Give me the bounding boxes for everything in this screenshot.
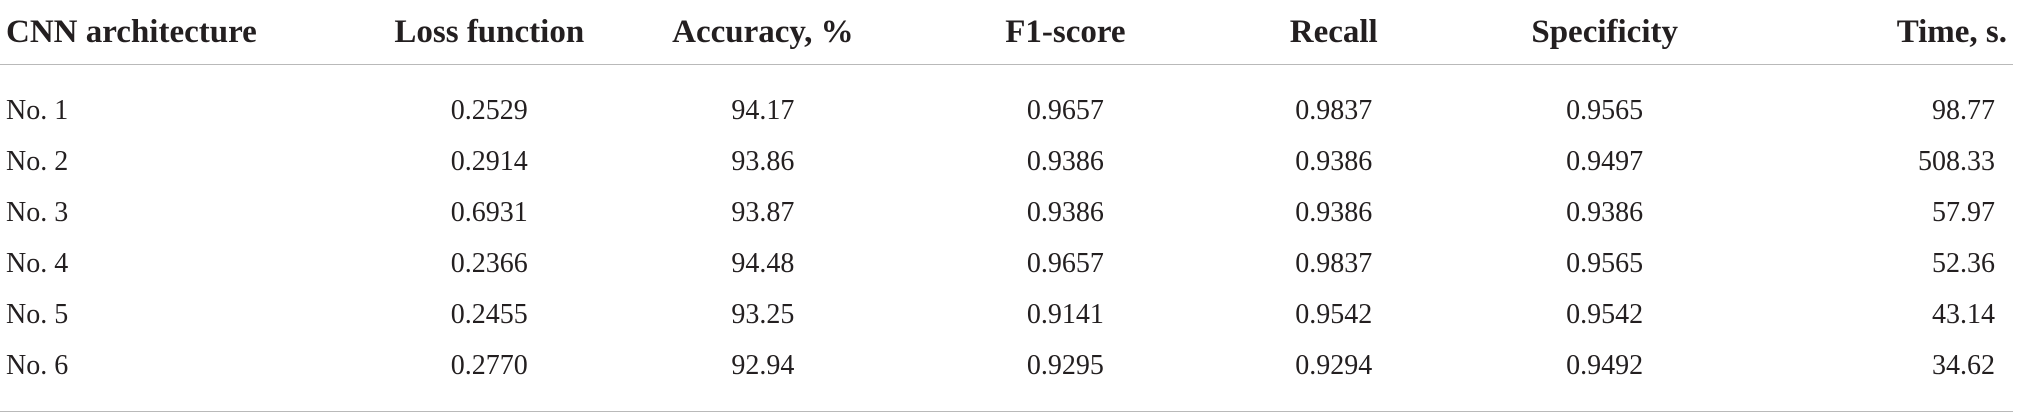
header-recall: Recall	[1215, 0, 1453, 65]
header-time: Time, s.	[1757, 0, 2013, 65]
table-row: No. 5 0.2455 93.25 0.9141 0.9542 0.9542 …	[0, 289, 2013, 340]
cell-specificity: 0.9565	[1566, 94, 1644, 126]
table-row: No. 3 0.6931 93.87 0.9386 0.9386 0.9386 …	[0, 187, 2013, 238]
cell-architecture: No. 3	[6, 196, 69, 228]
table-row: No. 6 0.2770 92.94 0.9295 0.9294 0.9492 …	[0, 340, 2013, 412]
cell-accuracy: 94.48	[731, 247, 795, 279]
cell-specificity: 0.9565	[1566, 247, 1644, 279]
table-row: No. 2 0.2914 93.86 0.9386 0.9386 0.9497 …	[0, 136, 2013, 187]
table-row: No. 4 0.2366 94.48 0.9657 0.9837 0.9565 …	[0, 238, 2013, 289]
header-loss-function: Loss function	[368, 0, 611, 65]
cell-time: 508.33	[1918, 145, 1995, 177]
cell-time: 98.77	[1932, 94, 1995, 126]
cell-recall: 0.9386	[1295, 196, 1373, 228]
table-row: No. 1 0.2529 94.17 0.9657 0.9837 0.9565 …	[0, 65, 2013, 137]
cell-f1-score: 0.9386	[1026, 196, 1104, 228]
cell-time: 57.97	[1932, 196, 1995, 228]
cell-accuracy: 93.87	[731, 196, 795, 228]
cell-f1-score: 0.9141	[1026, 298, 1104, 330]
cell-f1-score: 0.9295	[915, 340, 1216, 412]
cell-accuracy: 92.94	[610, 340, 916, 412]
cell-loss: 0.2455	[450, 298, 528, 330]
cell-time: 52.36	[1932, 247, 1995, 279]
cell-recall: 0.9837	[1295, 247, 1373, 279]
header-specificity: Specificity	[1452, 0, 1758, 65]
cell-time: 43.14	[1932, 298, 1995, 330]
cell-specificity: 0.9542	[1566, 298, 1644, 330]
cell-architecture: No. 2	[6, 145, 69, 177]
cell-f1-score: 0.9657	[1026, 247, 1104, 279]
cell-architecture: No. 1	[6, 94, 69, 126]
cell-accuracy: 93.25	[731, 298, 795, 330]
table-header: CNN architecture Loss function Accuracy,…	[0, 0, 2013, 65]
header-row: CNN architecture Loss function Accuracy,…	[0, 0, 2013, 65]
cell-accuracy: 93.86	[731, 145, 795, 177]
cell-time: 34.62	[1757, 340, 2013, 412]
cell-architecture: No. 5	[6, 298, 69, 330]
cell-loss: 0.2770	[368, 340, 611, 412]
cell-architecture: No. 4	[6, 247, 69, 279]
cell-loss: 0.6931	[450, 196, 528, 228]
cell-accuracy: 94.17	[731, 94, 795, 126]
cell-loss: 0.2529	[450, 94, 528, 126]
cell-f1-score: 0.9657	[1026, 94, 1104, 126]
cell-loss: 0.2366	[450, 247, 528, 279]
cell-recall: 0.9386	[1295, 145, 1373, 177]
header-accuracy: Accuracy, %	[610, 0, 916, 65]
cell-specificity: 0.9386	[1566, 196, 1644, 228]
cell-specificity: 0.9497	[1566, 145, 1644, 177]
cell-architecture: No. 6	[0, 340, 369, 412]
cell-recall: 0.9542	[1295, 298, 1373, 330]
cell-recall: 0.9294	[1215, 340, 1453, 412]
cell-specificity: 0.9492	[1452, 340, 1758, 412]
cell-loss: 0.2914	[450, 145, 528, 177]
cell-recall: 0.9837	[1295, 94, 1373, 126]
cell-f1-score: 0.9386	[1026, 145, 1104, 177]
header-cnn-architecture: CNN architecture	[0, 0, 369, 65]
table-body: No. 1 0.2529 94.17 0.9657 0.9837 0.9565 …	[0, 65, 2013, 412]
header-f1-score: F1-score	[915, 0, 1216, 65]
